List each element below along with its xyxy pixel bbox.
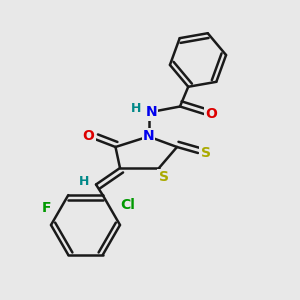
Text: O: O [206,107,218,121]
Text: Cl: Cl [120,198,135,212]
Text: H: H [131,101,142,115]
Text: H: H [79,175,89,188]
Text: S: S [158,170,169,184]
Text: F: F [42,201,51,215]
Text: O: O [82,130,94,143]
Text: N: N [146,106,157,119]
Text: N: N [143,130,154,143]
Text: S: S [200,146,211,160]
